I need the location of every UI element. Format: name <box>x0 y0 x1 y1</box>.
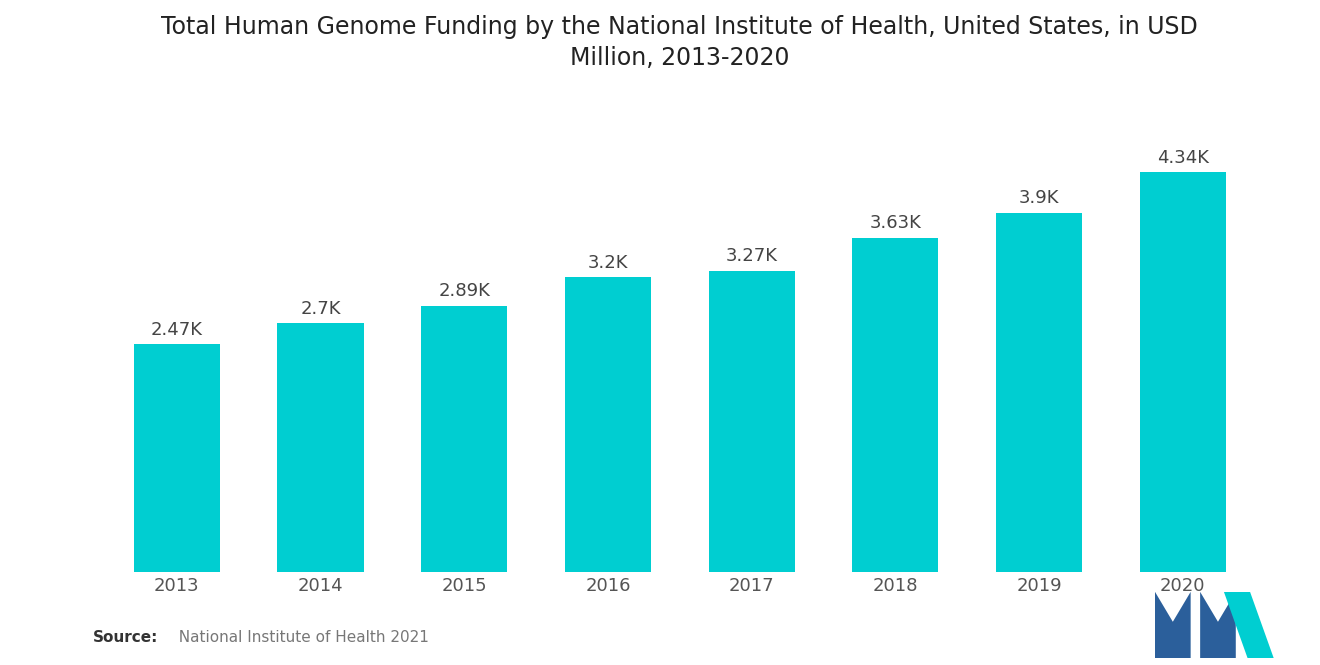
Text: 2.7K: 2.7K <box>301 300 341 318</box>
Text: National Institute of Health 2021: National Institute of Health 2021 <box>169 630 429 645</box>
Bar <box>565 277 651 572</box>
Bar <box>853 237 939 572</box>
Text: 4.34K: 4.34K <box>1156 149 1209 167</box>
Bar <box>421 306 507 572</box>
Text: 3.9K: 3.9K <box>1019 190 1059 207</box>
Polygon shape <box>1224 592 1274 658</box>
Bar <box>277 323 364 572</box>
Bar <box>1139 172 1226 572</box>
Text: 2.47K: 2.47K <box>150 321 203 339</box>
Bar <box>133 344 220 572</box>
Title: Total Human Genome Funding by the National Institute of Health, United States, i: Total Human Genome Funding by the Nation… <box>161 15 1199 70</box>
Text: 2.89K: 2.89K <box>438 282 490 301</box>
Bar <box>995 213 1082 572</box>
Polygon shape <box>1200 592 1236 658</box>
Text: 3.27K: 3.27K <box>726 247 777 265</box>
Text: Source:: Source: <box>92 630 158 645</box>
Text: 3.63K: 3.63K <box>870 214 921 232</box>
Bar <box>709 271 795 572</box>
Polygon shape <box>1155 592 1191 658</box>
Text: 3.2K: 3.2K <box>587 254 628 272</box>
